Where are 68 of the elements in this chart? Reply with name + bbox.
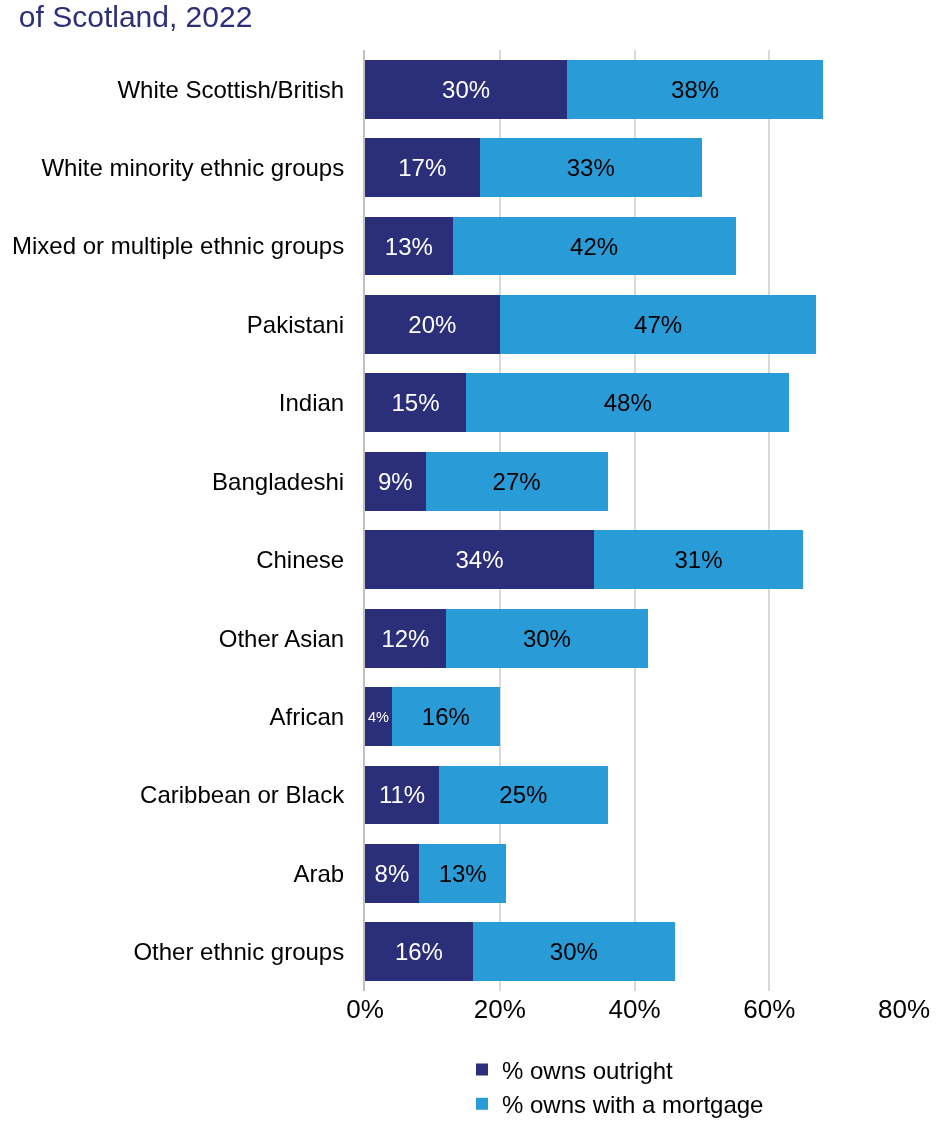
- x-tick-label: 0%: [346, 994, 384, 1024]
- y-tick-label: White minority ethnic groups: [41, 154, 345, 182]
- bar: [365, 138, 480, 198]
- bar: [365, 295, 500, 354]
- data-label: 11%: [378, 781, 426, 809]
- data-label: 20%: [408, 310, 457, 338]
- chart-title: of Scotland, 2022: [18, 0, 253, 33]
- y-tick-label: Pakistani: [246, 310, 345, 338]
- bar: [418, 843, 507, 903]
- y-tick-label: Caribbean or Black: [140, 781, 346, 809]
- bar: [445, 608, 648, 668]
- data-label: 47%: [634, 310, 683, 338]
- data-label: 34%: [455, 546, 504, 574]
- bar: [365, 216, 453, 276]
- bar: [365, 608, 446, 668]
- data-label: 17%: [398, 154, 447, 182]
- data-label: 30%: [522, 624, 571, 652]
- bar: [365, 765, 440, 825]
- y-tick-label: Chinese: [256, 546, 345, 574]
- data-label: 31%: [674, 546, 723, 574]
- bar: [439, 765, 608, 825]
- bar: [365, 451, 426, 511]
- data-label: 8%: [374, 859, 410, 887]
- data-label: 25%: [499, 781, 548, 809]
- y-tick-label: Bangladeshi: [212, 467, 345, 495]
- bar: [499, 295, 817, 354]
- bar: [567, 59, 824, 119]
- x-tick-label: 40%: [608, 994, 661, 1024]
- bar: [466, 373, 790, 433]
- y-tick-label: Other ethnic groups: [133, 938, 345, 966]
- x-tick-label: 80%: [877, 994, 931, 1024]
- data-label: 33%: [566, 154, 615, 182]
- x-tick-label: 20%: [473, 994, 526, 1024]
- y-tick-label: African: [269, 702, 345, 730]
- y-tick-label: Mixed or multiple ethnic groups: [12, 232, 345, 260]
- data-label: 9%: [377, 467, 413, 495]
- bar: [365, 530, 595, 590]
- bar: [425, 451, 608, 511]
- data-label: 16%: [421, 703, 470, 731]
- data-label: 13%: [438, 859, 487, 887]
- data-label: 13%: [384, 232, 433, 260]
- data-label: 27%: [492, 467, 541, 495]
- bar: [391, 687, 500, 746]
- data-label: 30%: [549, 938, 598, 966]
- bar: [594, 530, 803, 590]
- data-label: 42%: [570, 232, 619, 260]
- bar: [365, 373, 467, 433]
- data-label: 15%: [391, 389, 440, 417]
- data-label: 48%: [603, 389, 652, 417]
- y-tick-label: Indian: [278, 389, 345, 417]
- bar: [365, 922, 473, 982]
- bar: [365, 843, 419, 903]
- data-label: 38%: [671, 75, 720, 103]
- y-tick-label: Other Asian: [218, 624, 345, 652]
- legend-label: % owns outright: [502, 1056, 674, 1084]
- x-tick-label: 60%: [743, 994, 796, 1024]
- data-label: 16%: [394, 938, 443, 966]
- legend-label: % owns with a mortgage: [502, 1091, 764, 1119]
- data-label: 30%: [442, 75, 491, 103]
- bar: [452, 216, 736, 276]
- y-tick-label: Arab: [293, 859, 345, 887]
- data-label: 12%: [381, 624, 430, 652]
- y-tick-label: White Scottish/British: [117, 75, 345, 103]
- bar: [472, 922, 675, 982]
- bar: [365, 59, 568, 119]
- data-label: 4%: [368, 708, 390, 725]
- bar: [365, 687, 392, 746]
- bar: [479, 138, 702, 198]
